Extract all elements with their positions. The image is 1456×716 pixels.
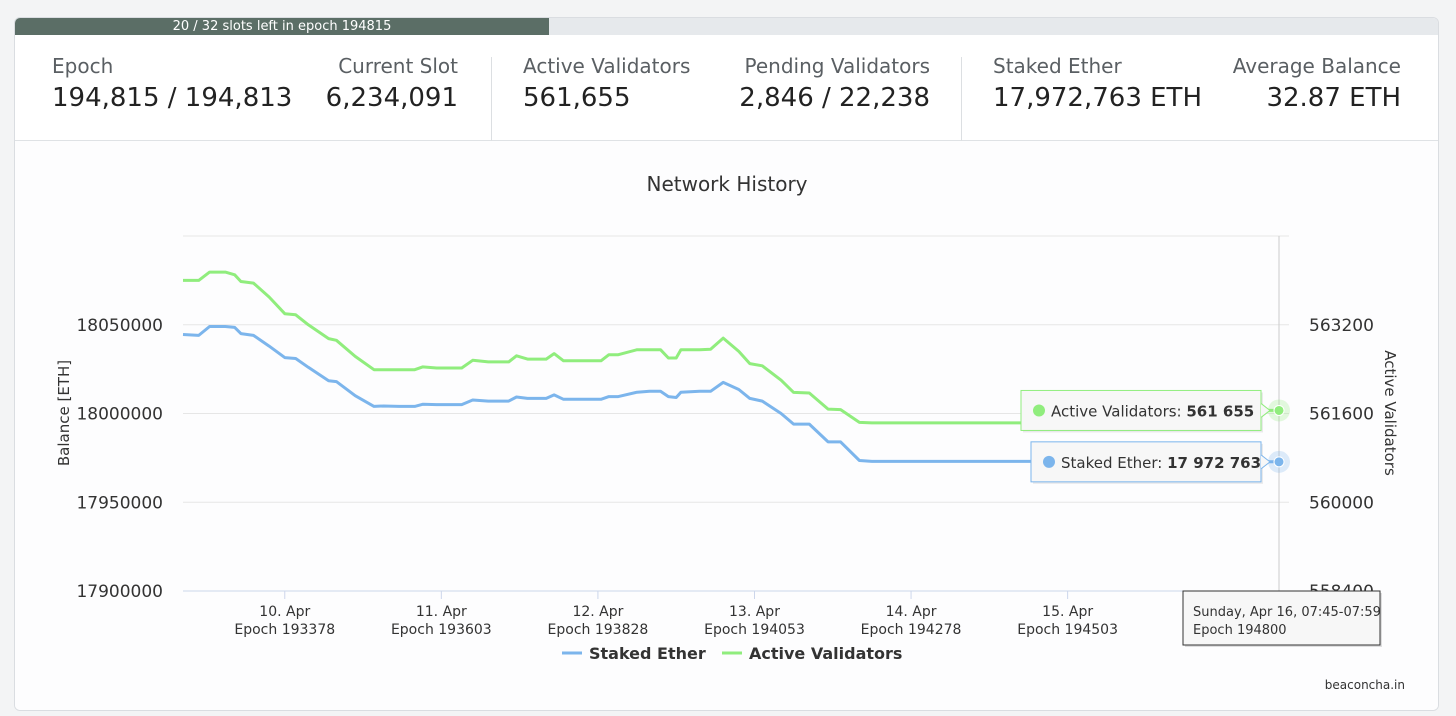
legend-item-staked-ether[interactable]: Staked Ether	[562, 644, 706, 663]
tooltip-series-dot	[1043, 455, 1055, 468]
epoch-progress-bar: 20 / 32 slots left in epoch 194815	[15, 18, 1438, 35]
stat-average-balance: Average Balance 32.87 ETH	[1233, 53, 1401, 115]
legend-label[interactable]: Active Validators	[749, 644, 902, 663]
x-tick-label: 13. Apr	[729, 604, 780, 620]
hover-marker[interactable]	[1273, 456, 1285, 468]
tooltip-pointer	[1260, 403, 1271, 418]
x-tick-epoch-label: Epoch 193378	[234, 622, 335, 638]
series-line-staked-ether[interactable]	[182, 325, 1279, 464]
chart-title: Network History	[646, 172, 807, 196]
stat-current-slot: Current Slot 6,234,091	[326, 53, 458, 115]
y-left-axis-title: Balance [ETH]	[55, 360, 73, 466]
y-right-tick-label: 560000	[1309, 493, 1374, 513]
series-tooltip	[1030, 441, 1262, 483]
y-left-tick-label: 18000000	[76, 405, 163, 425]
stat-divider	[491, 57, 492, 141]
stat-current-slot-label: Current Slot	[338, 54, 458, 78]
x-tick-label: 11. Apr	[416, 604, 467, 620]
network-history-chart[interactable]: Network History 17900000 17950000 18000000…	[15, 141, 1439, 711]
stat-current-slot-value: 6,234,091	[325, 83, 458, 113]
series-tooltip	[1020, 389, 1262, 431]
legend-item-active-validators[interactable]: Active Validators	[722, 644, 902, 663]
stat-staked-ether-value: 17,972,763 ETH	[993, 83, 1202, 113]
y-right-axis-title: Active Validators	[1381, 350, 1399, 476]
stat-staked-ether-label: Staked Ether	[993, 54, 1122, 78]
stats-bar: Epoch 194,815 / 194,813 Current Slot 6,2…	[15, 35, 1438, 141]
stat-epoch: Epoch 194,815 / 194,813	[52, 53, 292, 115]
tooltip-pointer	[1260, 454, 1271, 470]
epoch-progress-text: 20 / 32 slots left in epoch 194815	[172, 19, 392, 34]
x-tick-label: 14. Apr	[886, 604, 937, 620]
tooltip-series-dot	[1033, 404, 1045, 417]
network-history-chart-area: Network History 17900000 17950000 18000000…	[15, 141, 1439, 711]
hover-marker[interactable]	[1273, 404, 1285, 416]
x-tick-epoch-label: Epoch 194503	[1017, 622, 1118, 638]
y-left-tick-label: 17900000	[76, 582, 163, 602]
stat-divider	[961, 57, 962, 141]
x-tick-epoch-label: Epoch 193603	[391, 622, 492, 638]
x-tick-epoch-label: Epoch 194278	[861, 622, 962, 638]
date-tooltip-date: Sunday, Apr 16, 07:45-07:59	[1193, 605, 1381, 620]
stat-average-balance-label: Average Balance	[1232, 54, 1401, 78]
stat-average-balance-value: 32.87 ETH	[1266, 83, 1401, 113]
series-line-active-validators[interactable]	[183, 270, 1279, 425]
stat-staked-ether: Staked Ether 17,972,763 ETH	[993, 53, 1202, 115]
stat-pending-validators-value: 2,846 / 22,238	[739, 83, 930, 113]
tooltip-text: Active Validators: 561 655	[1051, 402, 1254, 420]
legend-label[interactable]: Staked Ether	[589, 644, 706, 663]
y-right-tick-label: 563200	[1309, 316, 1374, 336]
date-tooltip	[1182, 590, 1381, 646]
stat-epoch-value: 194,815 / 194,813	[52, 83, 293, 113]
x-tick-epoch-label: Epoch 193828	[548, 622, 649, 638]
y-right-tick-label: 561600	[1309, 405, 1374, 425]
stat-pending-validators: Pending Validators 2,846 / 22,238	[739, 53, 930, 115]
stat-epoch-label: Epoch	[52, 54, 114, 78]
y-left-tick-label: 18050000	[76, 316, 163, 336]
x-tick-label: 12. Apr	[572, 604, 623, 620]
x-tick-epoch-label: Epoch 194053	[704, 622, 805, 638]
tooltip-text: Staked Ether: 17 972 763	[1061, 454, 1261, 472]
stat-active-validators-value: 561,655	[523, 83, 631, 113]
epoch-progress-fill: 20 / 32 slots left in epoch 194815	[15, 18, 549, 35]
y-left-tick-label: 17950000	[76, 493, 163, 513]
stat-active-validators-label: Active Validators	[523, 54, 691, 78]
chart-credits[interactable]: beaconcha.in	[1325, 678, 1405, 692]
x-tick-label: 10. Apr	[259, 604, 310, 620]
stat-active-validators: Active Validators 561,655	[523, 53, 690, 115]
date-tooltip-epoch: Epoch 194800	[1193, 623, 1287, 638]
x-tick-label: 15. Apr	[1042, 604, 1093, 620]
network-panel: 20 / 32 slots left in epoch 194815 Epoch…	[14, 17, 1439, 711]
stat-pending-validators-label: Pending Validators	[744, 54, 930, 78]
